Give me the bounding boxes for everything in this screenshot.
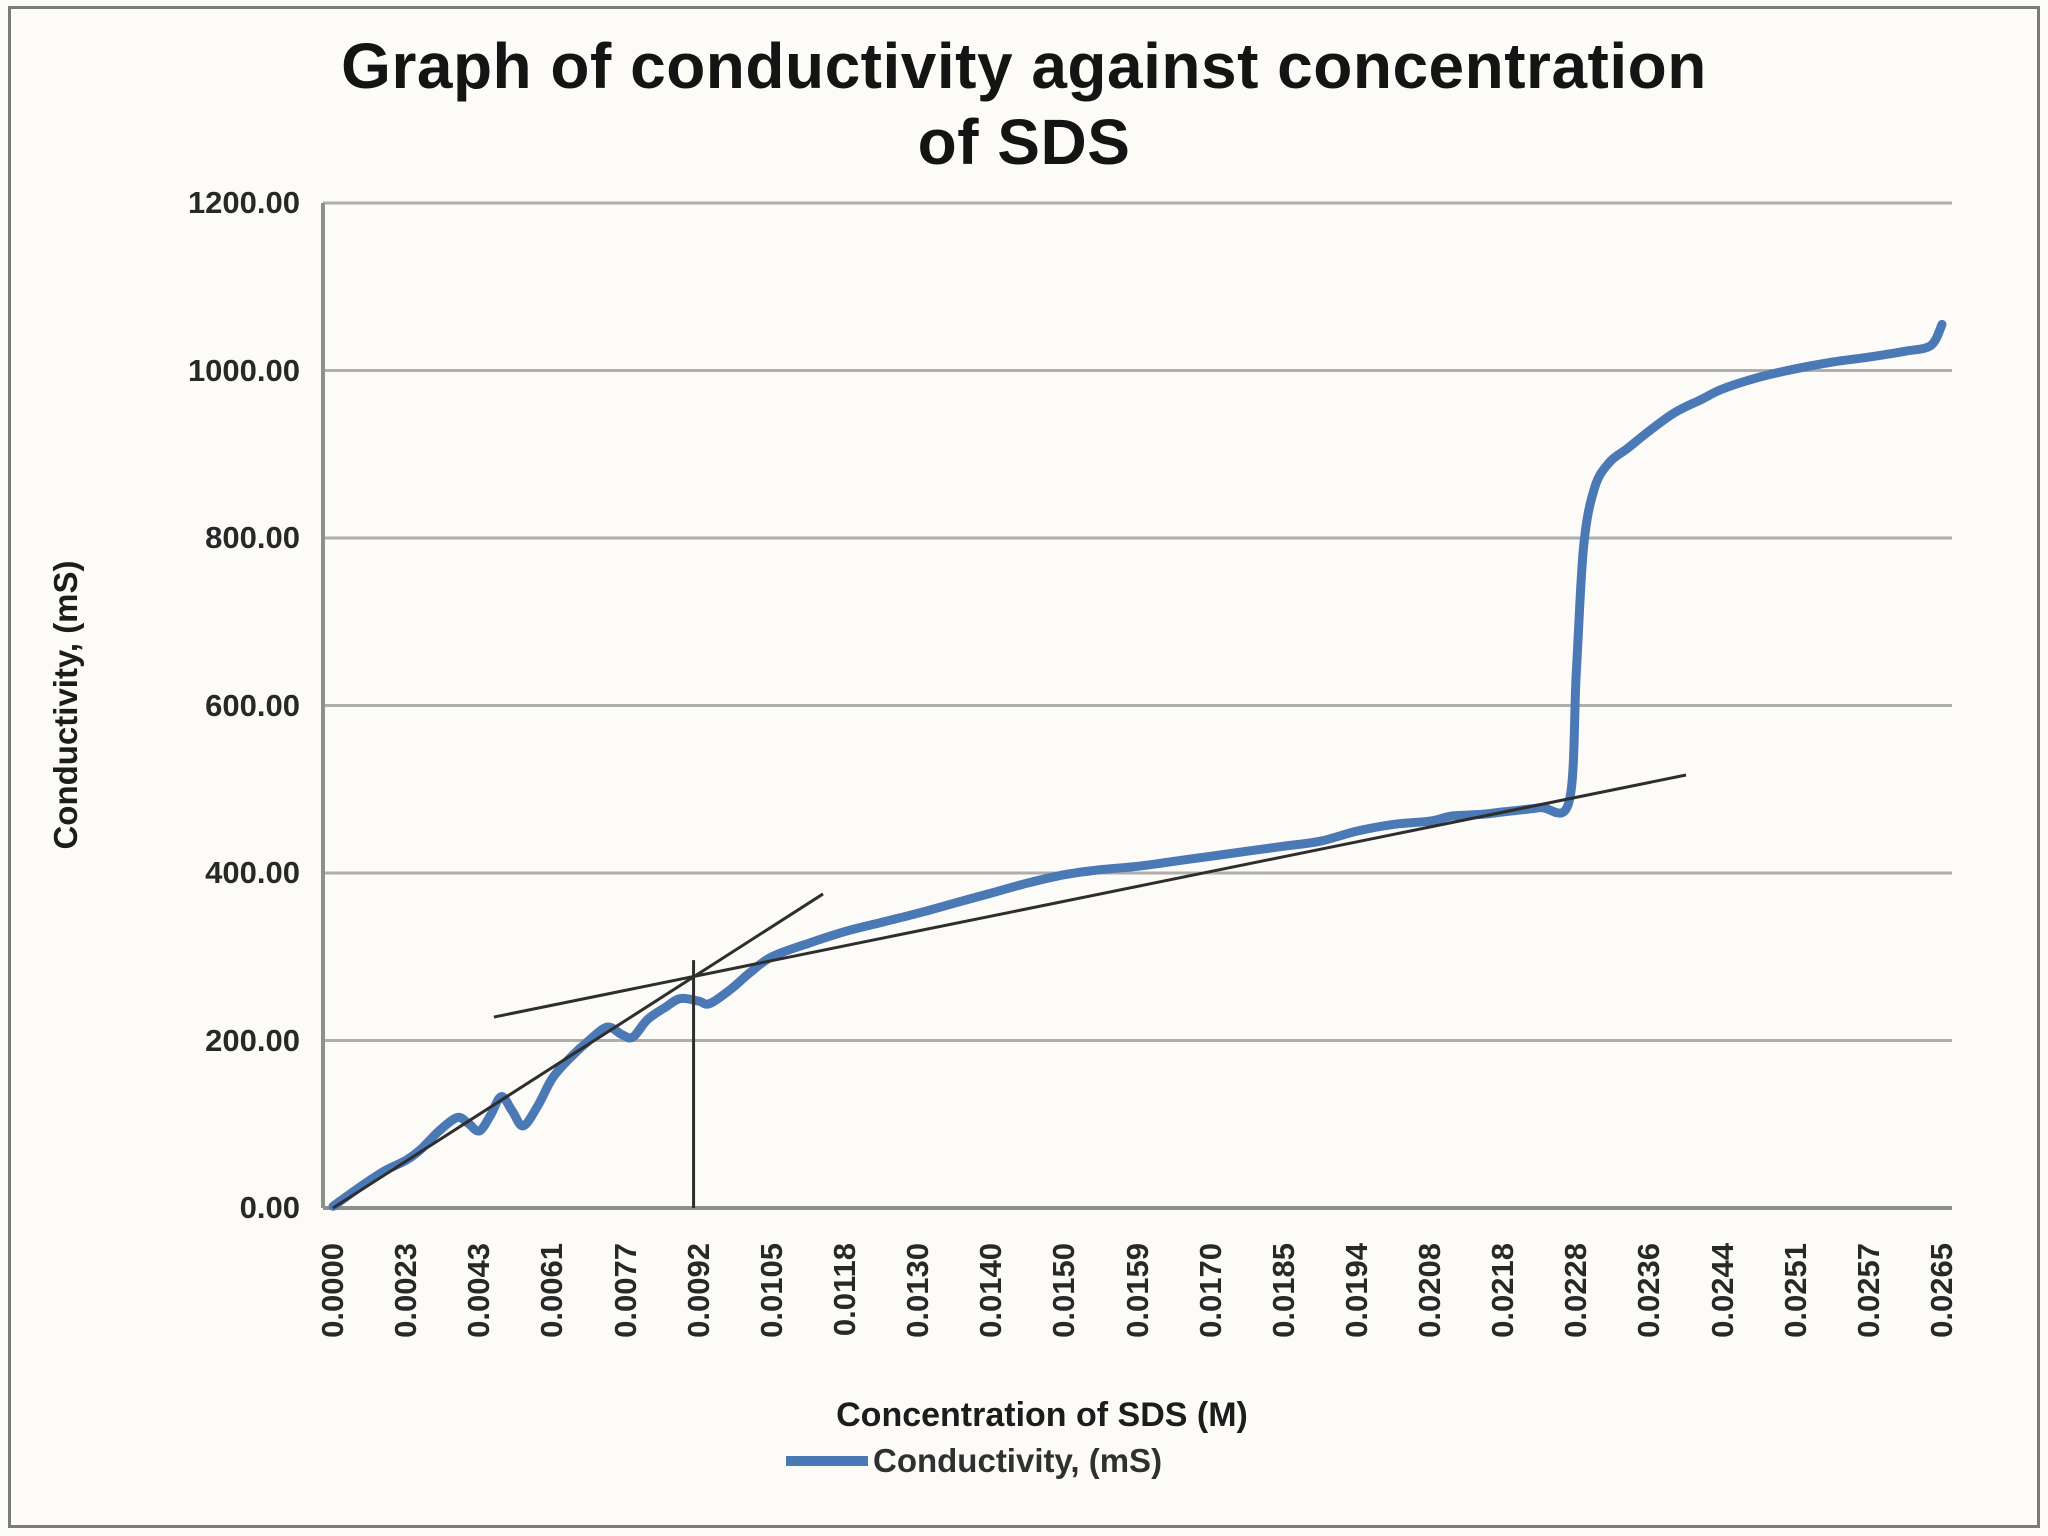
y-tick-label: 400.00 bbox=[205, 855, 300, 890]
x-tick-label: 0.0251 bbox=[1777, 1243, 1813, 1338]
y-axis-title: Conductivity, (mS) bbox=[47, 560, 84, 850]
legend-line-swatch bbox=[786, 1456, 868, 1466]
x-tick-label: 0.0000 bbox=[315, 1243, 350, 1338]
y-tick-label: 0.00 bbox=[239, 1190, 300, 1225]
x-tick-label: 0.0228 bbox=[1558, 1243, 1594, 1338]
y-tick-label: 1200.00 bbox=[187, 185, 300, 220]
x-tick-label: 0.0244 bbox=[1704, 1243, 1740, 1338]
trendline-shallow bbox=[493, 773, 1687, 1019]
legend-label: Conductivity, (mS) bbox=[873, 1442, 1163, 1479]
x-tick-label: 0.0159 bbox=[1119, 1243, 1155, 1338]
x-tick-label: 0.0218 bbox=[1485, 1243, 1521, 1338]
chart-title: Graph of conductivity against concentrat… bbox=[0, 28, 2048, 180]
x-tick-label: 0.0194 bbox=[1338, 1243, 1374, 1338]
x-tick-label: 0.0092 bbox=[680, 1243, 716, 1338]
y-tick-label: 200.00 bbox=[205, 1022, 300, 1058]
x-tick-label: 0.0077 bbox=[607, 1243, 643, 1338]
conductivity-curve bbox=[328, 319, 1947, 1211]
y-tick-label: 600.00 bbox=[205, 687, 300, 723]
x-tick-label: 0.0265 bbox=[1924, 1243, 1959, 1338]
x-tick-label: 0.0105 bbox=[753, 1243, 789, 1338]
gridlines bbox=[323, 201, 1952, 1042]
x-tick-label: 0.0118 bbox=[826, 1243, 862, 1337]
x-tick-label: 0.0170 bbox=[1192, 1243, 1228, 1338]
x-tick-label: 0.0257 bbox=[1850, 1243, 1886, 1338]
x-tick-label: 0.0236 bbox=[1631, 1243, 1667, 1338]
x-tick-label: 0.0150 bbox=[1046, 1243, 1082, 1338]
x-axis-title: Concentration of SDS (M) bbox=[836, 1396, 1248, 1434]
x-tick-label: 0.0043 bbox=[461, 1243, 497, 1338]
trendline-steep bbox=[332, 892, 824, 1210]
x-tick-label: 0.0130 bbox=[900, 1243, 936, 1338]
chart-title-line2: of SDS bbox=[917, 106, 1131, 178]
y-tick-label: 800.00 bbox=[205, 520, 300, 555]
x-tick-label: 0.0185 bbox=[1265, 1243, 1301, 1338]
legend: Conductivity, (mS) bbox=[786, 1442, 1162, 1480]
chart-title-line1: Graph of conductivity against concentrat… bbox=[341, 30, 1707, 102]
x-tick-label: 0.0208 bbox=[1412, 1243, 1448, 1338]
axis-lines bbox=[321, 203, 1952, 1210]
plot-area bbox=[321, 201, 1952, 1211]
x-tick-label: 0.0023 bbox=[388, 1243, 424, 1338]
x-tick-label: 0.0061 bbox=[534, 1243, 570, 1338]
y-tick-label: 1000.00 bbox=[187, 352, 300, 388]
x-tick-label: 0.0140 bbox=[973, 1243, 1009, 1338]
